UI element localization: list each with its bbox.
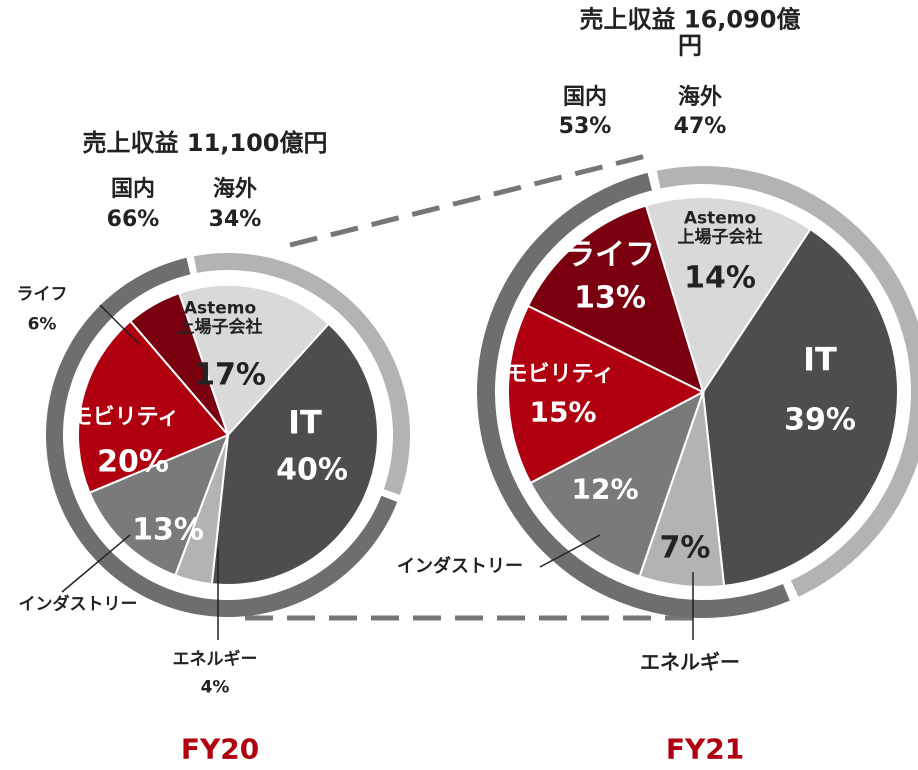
leader-line bbox=[99, 304, 141, 346]
pie-slice bbox=[128, 291, 229, 436]
pie-slice bbox=[526, 204, 705, 394]
ring-category: 海外 bbox=[212, 176, 258, 202]
ring-category: 海外 bbox=[677, 84, 723, 110]
ring-value: 66% bbox=[106, 206, 160, 232]
pie-slice bbox=[177, 284, 331, 437]
slice-value: 15% bbox=[529, 395, 597, 429]
slice-category: ライフ bbox=[16, 284, 68, 305]
pie-slice bbox=[210, 322, 379, 586]
pie-slice bbox=[644, 196, 812, 395]
leader-line bbox=[61, 534, 131, 593]
fy-label: FY21 bbox=[665, 732, 745, 766]
slice-value: 12% bbox=[571, 472, 639, 506]
pie-slice bbox=[701, 227, 899, 587]
pie-slice bbox=[77, 319, 230, 494]
slice-value: 7% bbox=[659, 530, 711, 566]
slice-value: 17% bbox=[194, 357, 266, 393]
slice-category: インダストリー bbox=[397, 556, 523, 578]
slice-value: 40% bbox=[276, 452, 348, 488]
ring-value: 47% bbox=[673, 113, 727, 139]
slice-value: 6% bbox=[27, 314, 57, 335]
ring-value: 53% bbox=[558, 113, 612, 139]
chart-title: 売上収益 16,090億円 bbox=[579, 5, 801, 60]
slice-value: 4% bbox=[200, 677, 230, 698]
ring-value: 34% bbox=[208, 206, 262, 232]
fy-label: FY20 bbox=[180, 732, 260, 766]
slice-category: ライフ bbox=[565, 237, 655, 273]
connector bbox=[289, 152, 651, 248]
leader-line bbox=[539, 534, 601, 568]
slice-category: モビリティ bbox=[505, 361, 615, 387]
slice-category: インダストリー bbox=[18, 594, 138, 615]
slice-value: 14% bbox=[684, 260, 756, 296]
ring-category: 国内 bbox=[110, 176, 156, 202]
ring-category: 国内 bbox=[562, 84, 608, 110]
slice-category: Astemo 上場子会社 bbox=[177, 298, 263, 337]
slice-value: 20% bbox=[97, 444, 169, 480]
pie-slice bbox=[529, 389, 705, 578]
slice-category: エネルギー bbox=[172, 649, 258, 670]
pie-slice bbox=[507, 304, 706, 485]
slice-value: 13% bbox=[574, 280, 646, 316]
slice-category: IT bbox=[803, 340, 837, 379]
slice-category: エネルギー bbox=[640, 650, 740, 674]
slice-category: IT bbox=[288, 403, 322, 442]
slice-category: モビリティ bbox=[70, 404, 180, 430]
slice-category: Astemo 上場子会社 bbox=[677, 208, 763, 247]
slice-value: 13% bbox=[132, 512, 204, 548]
chart-title: 売上収益 11,100億円 bbox=[82, 128, 328, 157]
slice-value: 39% bbox=[784, 402, 856, 438]
ring-segment bbox=[193, 253, 410, 495]
